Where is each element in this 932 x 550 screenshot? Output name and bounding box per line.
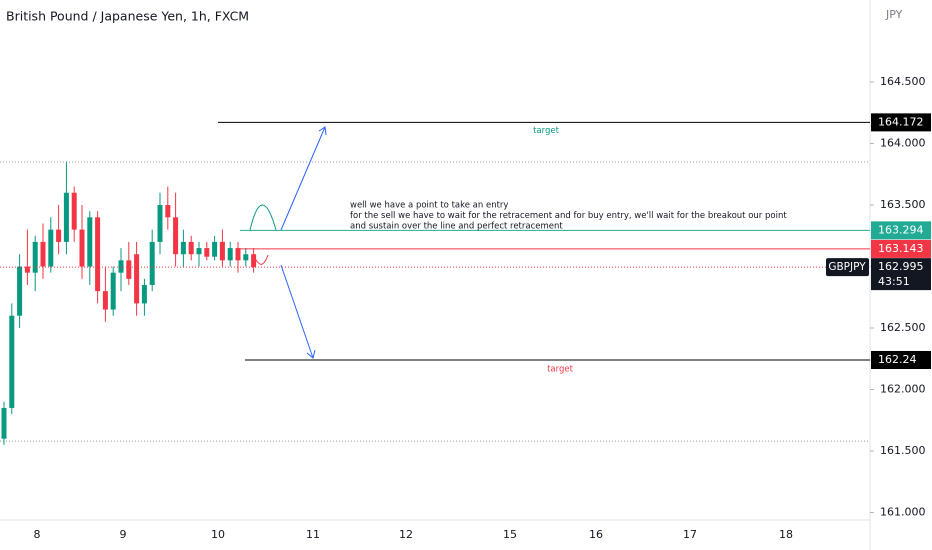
y-tick-label: 162.000 xyxy=(880,383,926,396)
level-box xyxy=(871,239,931,258)
candle-body xyxy=(212,241,218,257)
y-tick-label: 164.500 xyxy=(880,75,926,88)
note-line: well we have a point to take an entry xyxy=(350,201,508,211)
candle-body xyxy=(243,254,249,261)
candle-body xyxy=(180,241,186,255)
symbol-label: GBPJPY xyxy=(828,261,866,273)
note-line: and sustain over the line and perfect re… xyxy=(350,222,563,232)
level-box xyxy=(871,350,931,369)
level-box xyxy=(871,113,931,132)
up-arrow xyxy=(280,126,327,231)
candle-body xyxy=(48,229,54,267)
x-tick-label: 15 xyxy=(503,528,517,541)
x-tick-label: 17 xyxy=(683,528,697,541)
x-tick-label: 16 xyxy=(589,528,603,541)
x-tick-label: 12 xyxy=(399,528,413,541)
note-line: for the sell we have to wait for the ret… xyxy=(350,211,787,221)
arc-green xyxy=(249,204,277,231)
level-box xyxy=(871,221,931,240)
candle-body xyxy=(24,266,30,273)
candle-body xyxy=(188,241,194,255)
level-label: 162.24 xyxy=(878,353,917,366)
candle-body xyxy=(102,291,108,310)
candle-body xyxy=(1,407,7,439)
last-price-box xyxy=(871,258,931,291)
target-label: target xyxy=(533,126,560,136)
candle-body xyxy=(87,217,93,267)
candle-body xyxy=(196,248,202,255)
candle-body xyxy=(165,205,171,218)
candle-body xyxy=(71,192,77,230)
last-price-label: 162.995 xyxy=(878,260,924,273)
candle-body xyxy=(235,248,241,261)
candle-body xyxy=(95,217,101,292)
candle-body xyxy=(219,241,225,261)
candle-body xyxy=(157,205,163,242)
x-tick-label: 9 xyxy=(120,528,127,541)
y-tick-label: 163.500 xyxy=(880,198,926,211)
level-label: 163.143 xyxy=(878,242,924,255)
candle-body xyxy=(149,241,155,285)
candle-body xyxy=(40,241,46,267)
candle-body xyxy=(110,272,116,310)
y-tick-label: 164.000 xyxy=(880,137,926,150)
candle-body xyxy=(251,254,257,268)
candle-body xyxy=(134,254,140,304)
x-tick-label: 10 xyxy=(211,528,225,541)
arc-red xyxy=(254,254,269,265)
candle-body xyxy=(17,266,23,316)
x-tick-label: 18 xyxy=(779,528,793,541)
candle-body xyxy=(173,217,179,255)
y-tick-label: 162.500 xyxy=(880,321,926,334)
candle-body xyxy=(63,192,69,242)
y-tick-label: 161.000 xyxy=(880,505,926,518)
candle-body xyxy=(56,229,62,242)
candle-body xyxy=(204,248,210,257)
down-arrow xyxy=(280,264,316,359)
candle-body xyxy=(227,248,233,261)
candle-body xyxy=(79,229,85,267)
level-label: 164.172 xyxy=(878,115,924,128)
x-tick-label: 11 xyxy=(306,528,320,541)
candle-body xyxy=(9,315,15,408)
currency-label: JPY xyxy=(885,8,903,21)
y-tick-label: 161.500 xyxy=(880,444,926,457)
candle-body xyxy=(141,284,147,304)
symbol-box xyxy=(826,258,869,277)
countdown-label: 43:51 xyxy=(878,275,910,288)
x-tick-label: 8 xyxy=(34,528,41,541)
candle-body xyxy=(118,260,124,273)
target-label: target xyxy=(547,364,574,374)
candle-body xyxy=(32,241,38,273)
candle-body xyxy=(126,260,132,279)
chart-title: British Pound / Japanese Yen, 1h, FXCM xyxy=(6,9,249,24)
level-label: 163.294 xyxy=(878,223,924,236)
